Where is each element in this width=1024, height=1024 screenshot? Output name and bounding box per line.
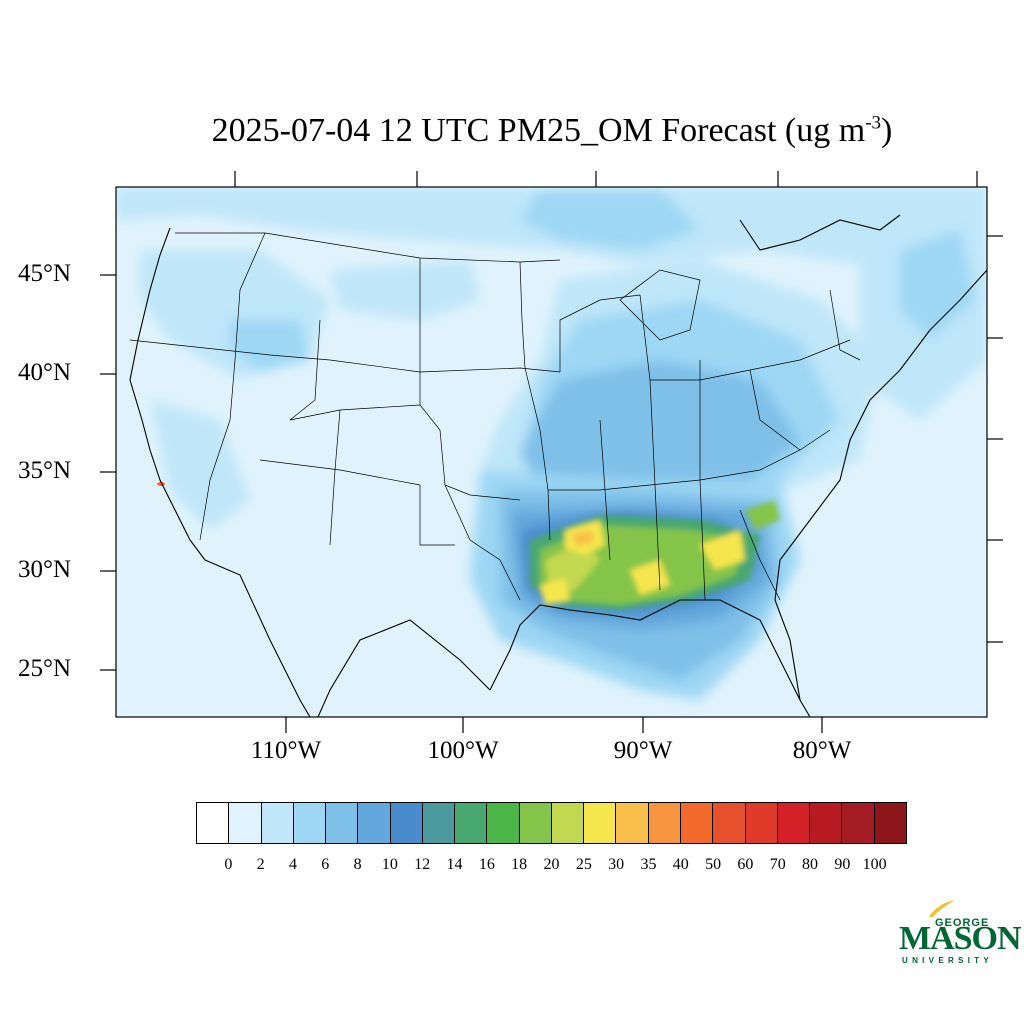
colorbar-swatch xyxy=(261,803,294,843)
lon-label-90w: 90°W xyxy=(613,737,673,764)
axis-ticks xyxy=(100,171,1003,733)
lon-label-80w: 80°W xyxy=(792,737,852,764)
colorbar-swatch xyxy=(326,803,359,843)
colorbar-level-label: 30 xyxy=(608,856,625,873)
colorbar-swatch xyxy=(390,803,423,843)
coastline xyxy=(129,214,987,717)
colorbar-level-label: 12 xyxy=(414,856,431,873)
title-superscript: -3 xyxy=(865,112,882,134)
colorbar-level-label: 6 xyxy=(321,856,330,873)
colorbar-swatch xyxy=(680,803,714,843)
colorbar-swatch xyxy=(519,803,552,843)
colorbar-swatch xyxy=(648,803,681,843)
colorbar-level-label: 80 xyxy=(802,856,819,873)
colorbar-level-label: 70 xyxy=(769,856,786,873)
colorbar-swatch xyxy=(229,803,262,843)
lat-label-25n: 25°N xyxy=(18,655,72,682)
colorbar xyxy=(196,802,907,844)
colorbar-swatch xyxy=(810,803,843,843)
colorbar-swatch xyxy=(616,803,649,843)
state-borders xyxy=(129,232,861,601)
colorbar-swatch xyxy=(874,803,906,843)
title-text: 2025-07-04 12 UTC PM25_OM Forecast (ug m xyxy=(211,112,866,149)
logo-university: UNIVERSITY xyxy=(902,956,994,965)
colorbar-swatch xyxy=(713,803,746,843)
colorbar-swatch xyxy=(487,803,520,843)
colorbar-level-label: 0 xyxy=(224,856,233,873)
colorbar-swatch xyxy=(584,803,617,843)
colorbar-level-label: 14 xyxy=(446,856,463,873)
colorbar-level-label: 25 xyxy=(575,856,592,873)
colorbar-level-label: 16 xyxy=(478,856,495,873)
colorbar-level-label: 50 xyxy=(705,856,722,873)
colorbar-swatch xyxy=(455,803,488,843)
colorbar-level-label: 8 xyxy=(353,856,362,873)
lat-label-45n: 45°N xyxy=(18,260,72,287)
map-title: 2025-07-04 12 UTC PM25_OM Forecast (ug m… xyxy=(0,112,1024,150)
colorbar-level-label: 40 xyxy=(672,856,689,873)
lon-label-100w: 100°W xyxy=(427,737,499,764)
colorbar-level-label: 10 xyxy=(381,856,398,873)
colorbar-level-label: 4 xyxy=(288,856,297,873)
colorbar-level-label: 18 xyxy=(511,856,528,873)
colorbar-swatch xyxy=(358,803,391,843)
logo-george: GEORGE xyxy=(935,917,990,929)
colorbar-swatch xyxy=(197,803,230,843)
colorbar-level-label: 2 xyxy=(256,856,265,873)
logo-mason: MASON xyxy=(899,920,1022,957)
lon-label-110w: 110°W xyxy=(250,737,322,764)
colorbar-level-label: 60 xyxy=(737,856,754,873)
colorbar-swatch xyxy=(422,803,456,843)
lat-label-30n: 30°N xyxy=(18,556,72,583)
gmu-logo: GEORGE MASON UNIVERSITY xyxy=(893,895,1022,970)
colorbar-swatch xyxy=(745,803,778,843)
lat-label-40n: 40°N xyxy=(18,359,72,386)
colorbar-level-label: 35 xyxy=(640,856,657,873)
colorbar-level-label: 20 xyxy=(543,856,560,873)
title-close: ) xyxy=(881,112,893,149)
colorbar-swatch xyxy=(842,803,875,843)
swoosh-icon xyxy=(929,900,955,917)
lat-label-35n: 35°N xyxy=(18,457,72,484)
colorbar-level-label: 100 xyxy=(862,856,887,873)
colorbar-swatch xyxy=(551,803,585,843)
colorbar-level-label: 90 xyxy=(834,856,851,873)
colorbar-swatch xyxy=(293,803,327,843)
colorbar-swatch xyxy=(777,803,811,843)
